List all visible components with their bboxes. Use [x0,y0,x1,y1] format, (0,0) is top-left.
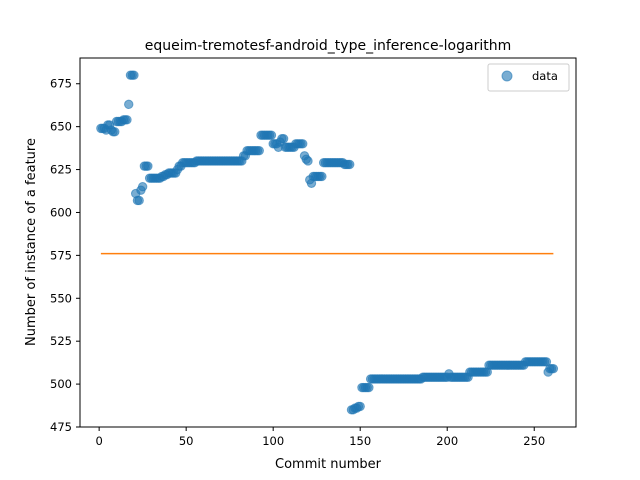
data-point [134,195,144,206]
data-point [298,139,308,149]
y-tick-label: 575 [50,248,72,262]
data-point [137,182,148,192]
data-point [278,133,289,144]
y-tick-label: 500 [50,377,72,391]
chart-title: equeim-tremotesf-android_type_inference-… [145,38,512,54]
data-point [254,145,264,156]
legend: data [487,63,570,92]
data-point [122,115,132,125]
plot-area [96,70,559,415]
data-point [110,127,120,137]
x-axis: 0 50 100 150 200 250 [95,427,545,448]
data-point [345,159,355,170]
y-tick-label: 675 [50,77,72,91]
data-point [548,363,559,374]
x-tick-label: 100 [262,434,284,448]
legend-label-data: data [532,69,558,83]
data-point [266,130,277,140]
x-tick-label: 250 [523,434,545,448]
y-tick-label: 475 [50,420,72,434]
data-point [364,382,374,393]
data-point [124,99,134,110]
x-tick-label: 200 [436,434,458,448]
data-point [317,171,327,182]
x-tick-label: 150 [349,434,371,448]
y-tick-label: 600 [50,205,72,219]
data-point [143,161,153,171]
y-axis: 475 500 525 550 575 600 625 650 675 [50,77,80,434]
x-tick-label: 50 [179,434,194,448]
y-tick-label: 650 [50,120,72,134]
y-tick-label: 550 [50,291,72,305]
y-tick-label: 625 [50,163,72,177]
y-tick-label: 525 [50,334,72,348]
legend-marker-data [501,70,513,82]
plot-frame [79,57,577,428]
y-axis-label: Number of instance of a feature [24,138,39,346]
data-point [129,70,139,80]
x-axis-label: Commit number [275,457,382,472]
data-point [355,401,365,412]
x-tick-label: 0 [95,434,102,448]
data-point [303,156,313,166]
